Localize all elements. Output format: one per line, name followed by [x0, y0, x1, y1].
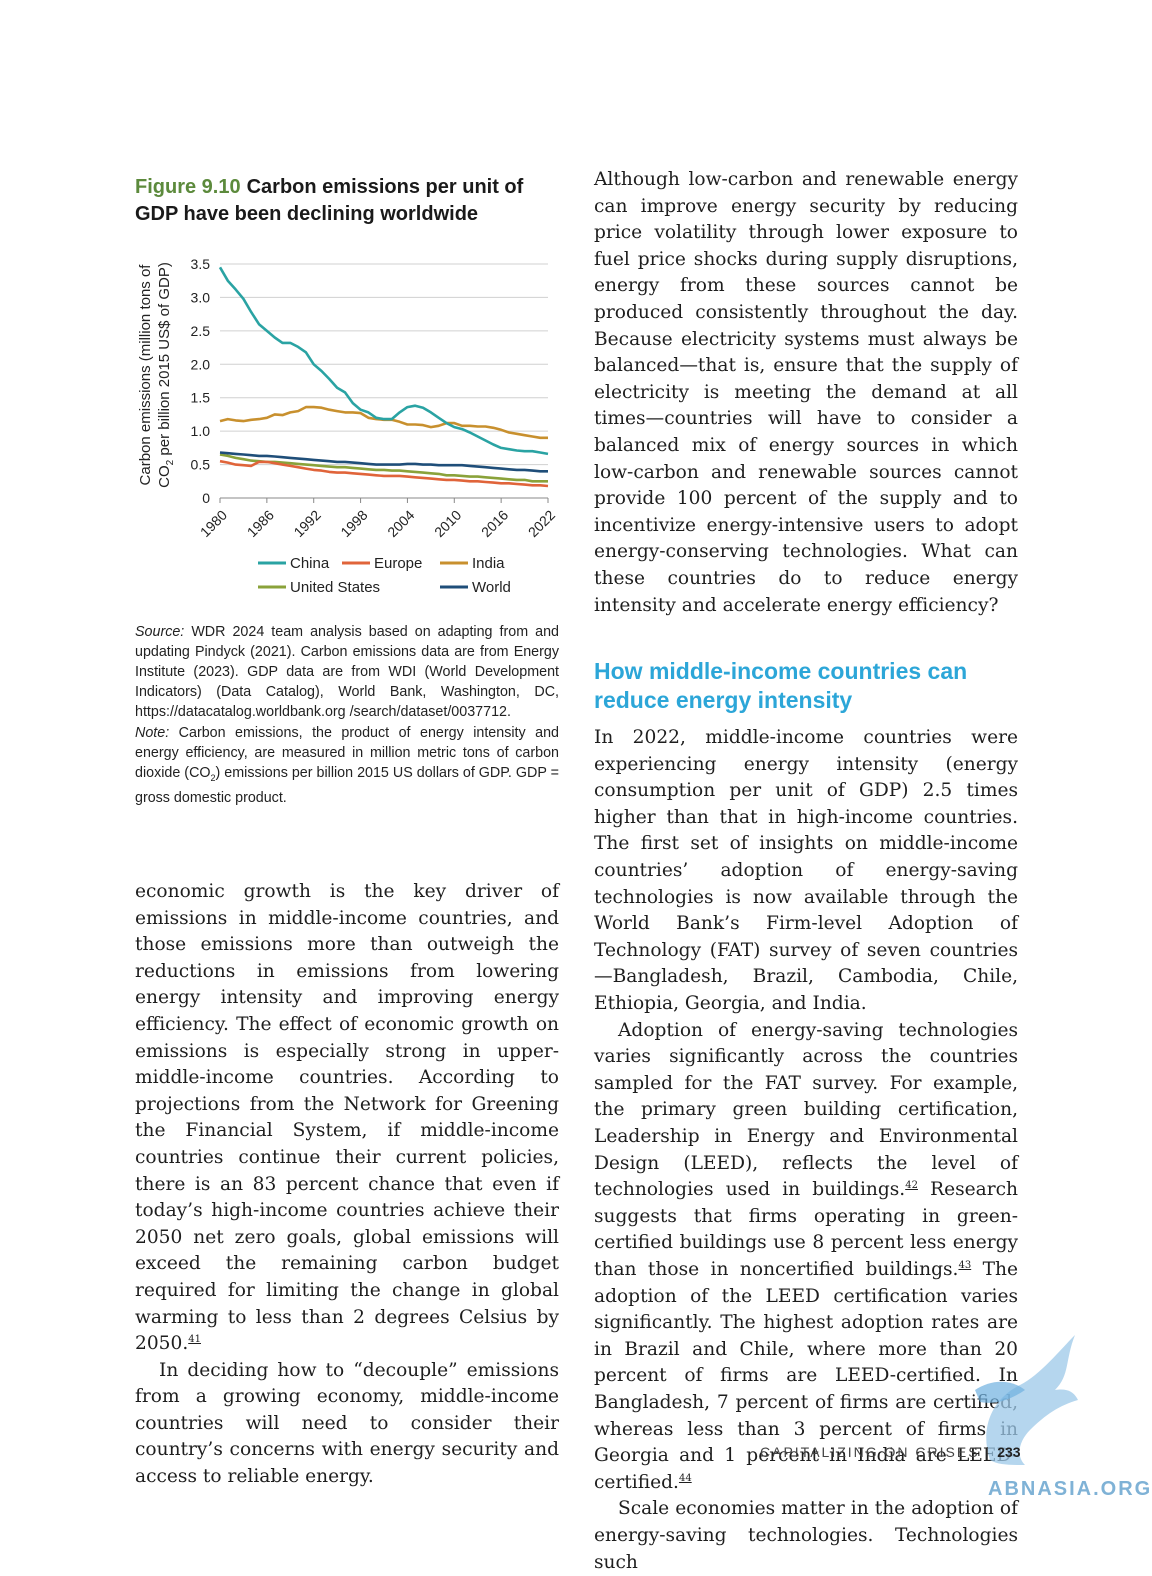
- y-axis-label: Carbon emissions (million tons of CO2 pe…: [137, 262, 176, 488]
- x-tick-label: 1998: [337, 507, 370, 540]
- series-line-europe: [219, 459, 549, 488]
- chart-legend: China Europe India United States World: [258, 555, 511, 596]
- y-tick-label: 0.5: [191, 457, 211, 473]
- series-line-india: [219, 405, 548, 440]
- y-axis-label-line2: CO2 per billion 2015 US$ of GDP): [156, 262, 176, 488]
- body-paragraph: Adoption of energy-saving technologies v…: [594, 1019, 1018, 1493]
- x-tick-label: 2004: [384, 507, 417, 540]
- page-number: 233: [997, 1444, 1021, 1460]
- x-tick-label: 1986: [244, 507, 277, 540]
- note-subscript: 2: [210, 772, 216, 783]
- bird-watermark-icon: [975, 1335, 1078, 1465]
- legend-label: India: [472, 555, 505, 572]
- line-chart: Carbon emissions (million tons of CO2 pe…: [137, 256, 558, 596]
- y-tick-label: 1.5: [191, 390, 211, 406]
- note-text-end: ) emissions per billion 2015 US dollars …: [135, 765, 559, 806]
- y-tick-label: 3.5: [191, 256, 211, 272]
- x-axis-ticks: 1980 1986 1992 1998 2004 2010 2016 2022: [197, 498, 558, 540]
- y-tick-label: 2.5: [191, 323, 211, 339]
- x-tick-label: 1980: [197, 507, 230, 540]
- source-text: WDR 2024 team analysis based on adapting…: [135, 624, 559, 720]
- watermark-text: ABNASIA.ORG: [988, 1478, 1152, 1500]
- endnote-ref[interactable]: 42: [905, 1180, 918, 1191]
- body-paragraph: economic growth is the key driver of emi…: [135, 881, 559, 1355]
- x-tick-label: 2010: [431, 507, 464, 540]
- running-head: CAPITALIZING ON CRISES: [760, 1444, 980, 1460]
- right-body-column: Although low-carbon and renewable energy…: [594, 167, 1018, 1576]
- source-label: Source:: [135, 624, 185, 640]
- grid-lines: [220, 263, 548, 499]
- series-line-world: [219, 451, 548, 473]
- endnote-ref[interactable]: 44: [678, 1472, 692, 1484]
- y-tick-label: 1.0: [191, 423, 211, 439]
- series-line-china: [218, 266, 549, 456]
- note-paragraph: Note: Carbon emissions, the product of e…: [135, 723, 559, 808]
- source-paragraph: Source: WDR 2024 team analysis based on …: [135, 622, 559, 722]
- page-footer: CAPITALIZING ON CRISES | 233: [760, 1444, 1021, 1460]
- figure-caption: Carbon emissions per unit of GDP have be…: [135, 176, 524, 225]
- y-tick-label: 0: [202, 490, 210, 506]
- y-axis-ticks: 0 0.5 1.0 1.5 2.0 2.5 3.0 3.5: [191, 256, 211, 506]
- note-text: Carbon emissions, the product of energy …: [135, 725, 559, 781]
- y-axis-label-line1: Carbon emissions (million tons of: [137, 264, 154, 486]
- y-tick-label: 2.0: [191, 356, 211, 372]
- figure-title: Figure 9.10 Carbon emissions per unit of …: [135, 174, 565, 228]
- endnote-ref[interactable]: 41: [188, 1333, 201, 1345]
- x-tick-label: 2022: [525, 507, 558, 540]
- y-tick-label: 3.0: [191, 289, 211, 305]
- left-body-column: economic growth is the key driver of emi…: [135, 879, 559, 1491]
- figure-source-note: Source: WDR 2024 team analysis based on …: [135, 622, 559, 809]
- legend-label: World: [472, 579, 511, 596]
- body-paragraph: In deciding how to “decouple” emissions …: [135, 1359, 559, 1488]
- body-paragraph: Scale economies matter in the adoption o…: [594, 1498, 1018, 1573]
- endnote-ref[interactable]: 43: [958, 1259, 972, 1271]
- note-label: Note:: [135, 725, 170, 741]
- x-tick-label: 2016: [478, 507, 511, 540]
- figure-number: Figure 9.10: [135, 176, 241, 198]
- body-paragraph: Although low-carbon and renewable energy…: [594, 169, 1018, 616]
- x-tick-label: 1992: [290, 507, 323, 540]
- legend-label: Europe: [374, 555, 422, 572]
- legend-label: China: [290, 555, 330, 572]
- legend-label: United States: [290, 579, 380, 596]
- footer-separator: |: [985, 1444, 992, 1460]
- section-heading: How middle-income countries can reduce e…: [594, 658, 968, 714]
- series-lines: [218, 266, 549, 488]
- body-paragraph: In 2022, middle-income countries were ex…: [594, 727, 1018, 1015]
